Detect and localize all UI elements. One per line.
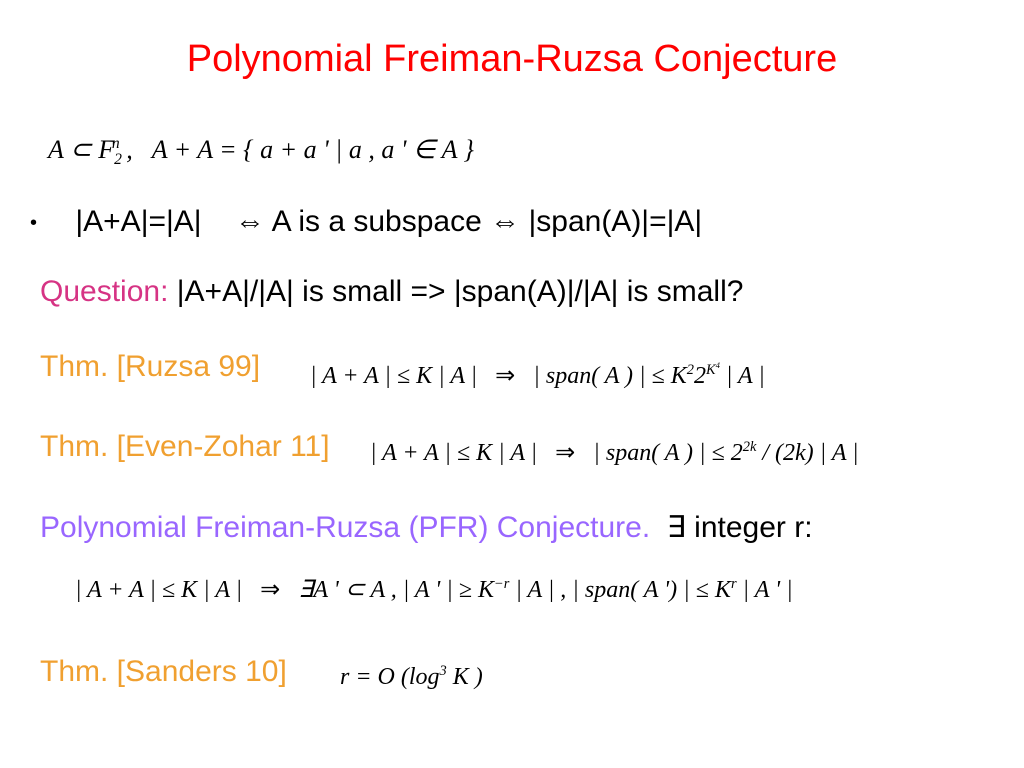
def-sub2: 2: [114, 151, 122, 168]
bullet-lhs: |A+A|=|A|: [75, 205, 201, 238]
bullet-mid: A is a subspace: [272, 205, 482, 238]
subspace-bullet: • |A+A|=|A| ⇔ A is a subspace ⇔ |span(A)…: [30, 205, 984, 239]
thm-ruzsa-formula: | A + A | ≤ K | A | ⇒ | span( A ) | ≤ K2…: [310, 360, 984, 390]
def-sumset: A + A = { a + a ' | a , a ' ∈ A }: [152, 135, 474, 164]
conj-tail: integer r:: [694, 511, 812, 544]
conj-negr: −r: [494, 576, 509, 592]
thm1-two: 2: [694, 363, 706, 389]
def-A: A: [48, 135, 63, 164]
thm-sanders-formula: r = O (log3 K ): [340, 663, 984, 691]
bullet-iff2: ⇔: [490, 205, 520, 238]
thm1-tail: | A |: [726, 363, 765, 389]
thm1-rhs1: | span( A ) | ≤ K: [533, 363, 687, 389]
conj-f4: | A ' |: [737, 577, 793, 603]
bullet-dot: •: [30, 212, 37, 234]
thm1-lhs: | A + A | ≤ K | A |: [310, 363, 477, 389]
conj-label: Polynomial Freiman-Ruzsa (PFR) Conjectur…: [40, 511, 650, 544]
conj-arrow: ⇒: [260, 577, 280, 603]
slide-title: Polynomial Freiman-Ruzsa Conjecture: [0, 0, 1024, 81]
bullet-iff1: ⇔: [235, 205, 265, 238]
question-label: Question:: [40, 275, 168, 308]
thm2-rhs1: | span( A ) | ≤ 2: [593, 440, 742, 466]
pfr-conjecture: Polynomial Freiman-Ruzsa (PFR) Conjectur…: [40, 510, 984, 545]
thm3-f: r = O (log: [340, 664, 440, 690]
thm3-tail: K ): [447, 664, 483, 690]
def-comma: ,: [126, 135, 133, 164]
conj-exists: ∃: [667, 511, 686, 544]
sumset-definition: A ⊂ F2n , A + A = { a + a ' | a , a ' ∈ …: [48, 135, 984, 169]
conj-formula: | A + A | ≤ K | A | ⇒ ∃A ' ⊂ A , | A ' |…: [75, 575, 984, 604]
question-text: |A+A|/|A| is small => |span(A)|/|A| is s…: [168, 275, 743, 308]
conj-f2: ∃A ' ⊂ A , | A ' | ≥ K: [298, 577, 494, 603]
thm-evenzohar-formula: | A + A | ≤ K | A | ⇒ | span( A ) | ≤ 22…: [370, 438, 984, 467]
thm-ruzsa-label: Thm. [Ruzsa 99]: [40, 350, 260, 383]
thm1-arrow: ⇒: [495, 363, 515, 389]
thm1-exp2: 2: [687, 362, 694, 378]
thm2-tail: / (2k) | A |: [756, 440, 858, 466]
conj-f1: | A + A | ≤ K | A |: [75, 577, 242, 603]
thm2-arrow: ⇒: [555, 440, 575, 466]
thm-evenzohar-label: Thm. [Even-Zohar 11]: [40, 430, 330, 463]
thm2-exp2k: 2k: [743, 439, 757, 455]
def-subset: ⊂: [70, 135, 92, 164]
thm2-lhs: | A + A | ≤ K | A |: [370, 440, 537, 466]
def-supn: n: [112, 135, 120, 152]
bullet-rhs: |span(A)|=|A|: [528, 205, 702, 238]
thm1-K4: K4: [706, 362, 720, 378]
thm-sanders-label: Thm. [Sanders 10]: [40, 655, 287, 688]
conj-f3: | A | , | span( A ') | ≤ K: [509, 577, 731, 603]
thm3-exp3: 3: [440, 663, 447, 679]
question-line: Question: |A+A|/|A| is small => |span(A)…: [40, 275, 984, 309]
